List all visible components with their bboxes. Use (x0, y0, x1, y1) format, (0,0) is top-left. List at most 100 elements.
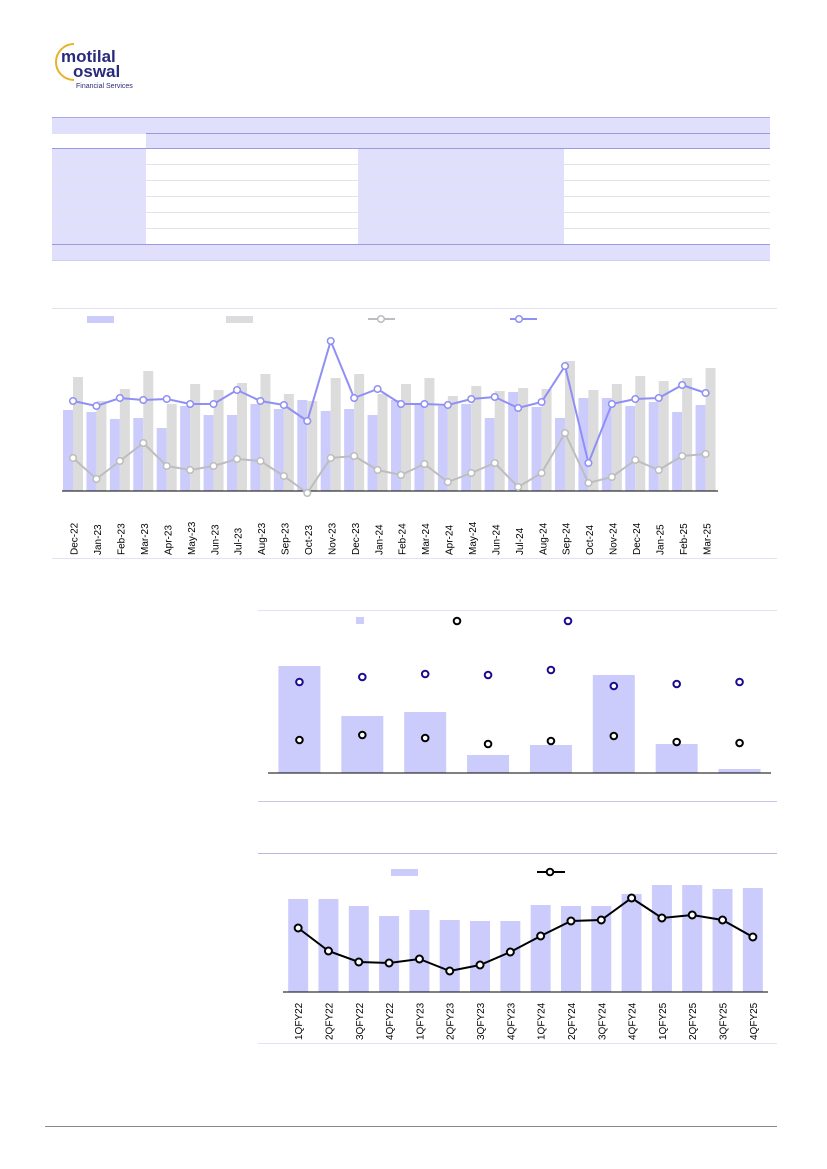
line-point (701, 449, 710, 459)
line-point (354, 957, 364, 967)
scatter-point-black (420, 733, 430, 743)
scatter-point-navy (420, 669, 430, 679)
line-point (654, 465, 663, 475)
bar (409, 910, 430, 992)
scatter-point-navy (483, 670, 493, 680)
bar-series2 (588, 390, 599, 491)
bar-series2 (307, 401, 318, 491)
line-point (68, 453, 78, 463)
line-point (748, 932, 758, 942)
x-tick-label: May-24 (468, 521, 479, 555)
bar (592, 675, 635, 773)
bar-series1 (555, 418, 565, 491)
x-tick-label: Jan-24 (374, 524, 385, 555)
line-point (718, 915, 728, 925)
x-tick-label: 1QFY22 (294, 1002, 305, 1040)
line-point (514, 403, 523, 413)
x-tick-label: Nov-24 (609, 522, 620, 555)
line-point (350, 393, 359, 403)
line-point (420, 459, 429, 469)
x-tick-label: Feb-23 (117, 523, 128, 555)
table-row (52, 181, 770, 197)
bar-series2 (119, 389, 130, 491)
bar (718, 769, 761, 773)
legend-swatch (391, 869, 418, 876)
table-row (52, 213, 770, 229)
line-point (701, 388, 710, 398)
x-tick-label: Apr-24 (445, 525, 456, 555)
bar (655, 744, 698, 773)
bar-series2 (682, 378, 693, 491)
x-tick-label: 2QFY23 (446, 1002, 457, 1040)
x-tick-label: Dec-24 (632, 522, 643, 555)
bar-series1 (320, 411, 331, 491)
x-tick-label: Sep-24 (562, 522, 573, 555)
bar (467, 755, 510, 773)
bar-series1 (297, 400, 308, 491)
x-tick-label: 4QFY25 (749, 1002, 760, 1040)
line-point (209, 461, 218, 471)
bar-series1 (484, 418, 495, 491)
line-point (607, 472, 616, 482)
line-point (92, 474, 101, 484)
line-point (186, 465, 195, 475)
bar-series2 (541, 389, 552, 491)
line-point (678, 380, 687, 390)
scatter-point-navy (358, 672, 367, 682)
svg-text:oswal: oswal (73, 62, 120, 81)
data-table (52, 117, 770, 261)
bar-series1 (672, 412, 683, 491)
line-point (445, 966, 455, 976)
line-point (326, 336, 335, 346)
line-point (467, 468, 476, 478)
line-point (584, 478, 593, 488)
bar (341, 716, 384, 773)
line-point (232, 385, 242, 395)
line-point (560, 361, 570, 371)
x-tick-label: 3QFY24 (597, 1002, 608, 1040)
line-point (209, 399, 218, 409)
x-tick-label: Mar-25 (702, 523, 713, 555)
scatter-point-black (295, 735, 304, 745)
line-point (139, 438, 148, 448)
line-point (326, 453, 335, 463)
line-point (232, 454, 242, 464)
scatter-point-black (609, 731, 619, 741)
bar-series2 (213, 390, 224, 491)
legend-swatch (87, 316, 114, 323)
bar-series2 (260, 374, 271, 491)
legend-marker (514, 314, 524, 324)
bar-series2 (705, 368, 716, 491)
line-point (256, 396, 265, 406)
line-point (566, 916, 576, 926)
line-point (678, 451, 687, 461)
line-series (297, 896, 754, 973)
line-point (323, 946, 333, 956)
divider (258, 801, 777, 802)
bar-series2 (658, 381, 669, 491)
bar (530, 905, 551, 992)
x-tick-label: Jan-23 (93, 524, 104, 555)
bar-series2 (447, 396, 458, 491)
line-point (279, 400, 288, 410)
bar-series2 (237, 383, 247, 491)
bar-series1 (63, 410, 73, 491)
x-tick-label: 3QFY23 (476, 1002, 487, 1040)
line-point (475, 960, 485, 970)
bar-series1 (180, 406, 191, 491)
line-point (303, 416, 312, 426)
bar (379, 916, 400, 992)
x-tick-label: 1QFY24 (537, 1002, 548, 1040)
line-point (596, 915, 606, 925)
line-point (467, 394, 476, 404)
x-tick-label: Mar-23 (140, 523, 151, 555)
bar-series1 (437, 406, 448, 491)
bar (529, 745, 572, 773)
bar-series2 (401, 384, 411, 491)
line-point (654, 393, 663, 403)
divider (52, 308, 777, 309)
line-point (514, 482, 523, 492)
bar-series2 (424, 378, 435, 491)
bar-series2 (494, 391, 505, 491)
